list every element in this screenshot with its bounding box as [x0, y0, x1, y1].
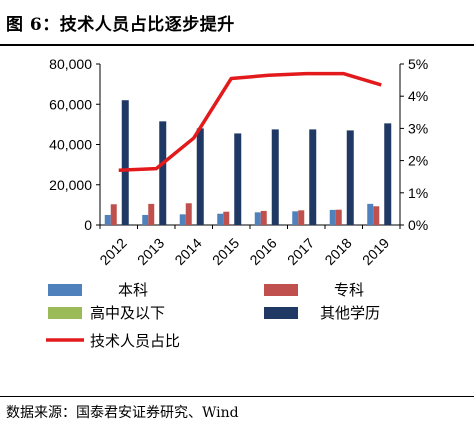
x-tick-label: 2016	[246, 235, 279, 268]
bar-other	[309, 129, 317, 225]
x-tick-label: 2017	[284, 235, 317, 268]
x-tick-label: 2014	[171, 235, 204, 268]
title-rule	[0, 44, 474, 46]
y-right-tick-label: 2%	[408, 153, 428, 169]
legend-item-other-label: 其他学历	[320, 304, 380, 322]
legend-item-bachelor-label: 本科	[118, 281, 148, 299]
legend-item-bachelor-swatch	[48, 284, 82, 296]
chart: 0 20,000 40,000 60,000 80,000 0% 1% 2% 3% 4% 5% 201…	[46, 56, 428, 350]
y-left-tick-label: 40,000	[49, 137, 92, 153]
source-rule	[0, 396, 474, 397]
y-left-tick-label: 60,000	[49, 96, 92, 112]
y-right-tick-label: 3%	[408, 120, 428, 136]
x-tick-label: 2018	[321, 235, 354, 268]
x-tick-label: 2015	[209, 235, 242, 268]
bar-college	[185, 203, 192, 225]
bar-other	[271, 129, 279, 225]
bar-college	[260, 210, 267, 225]
y-left-tick-label: 0	[84, 217, 92, 233]
legend-item-other-swatch	[264, 307, 298, 319]
figure-title: 图 6：技术人员占比逐步提升	[6, 15, 235, 35]
legend-item-ratio-label: 技术人员占比	[90, 332, 180, 350]
bar-bachelor	[292, 211, 299, 225]
legend-item-highschool-swatch	[48, 307, 82, 319]
bar-bachelor	[217, 213, 224, 225]
bar-college	[223, 211, 230, 225]
y-left-tick-label: 20,000	[49, 177, 92, 193]
bar-other	[196, 128, 204, 225]
bar-college	[335, 209, 342, 225]
bar-bachelor	[254, 212, 261, 225]
bar-other	[121, 100, 129, 225]
bar-other	[384, 123, 392, 225]
bar-bachelor	[104, 214, 111, 225]
y-right-tick-label: 5%	[408, 56, 428, 72]
bar-bachelor	[367, 203, 374, 225]
x-tick-label: 2013	[134, 235, 167, 268]
y-left-tick-label: 80,000	[49, 56, 92, 72]
y-right-tick-label: 0%	[408, 217, 428, 233]
bar-other	[234, 133, 242, 225]
source-note: 数据来源：国泰君安证券研究、Wind	[6, 405, 239, 421]
bar-other	[346, 130, 354, 225]
bar-college	[110, 204, 117, 225]
x-tick-label: 2019	[359, 235, 392, 268]
legend-item-highschool-label: 高中及以下	[90, 304, 165, 322]
bar-other	[159, 121, 167, 225]
y-right-tick-label: 1%	[408, 185, 428, 201]
line-tech-staff-ratio	[118, 71, 382, 173]
bar-college	[148, 203, 155, 225]
x-tick-label: 2012	[96, 235, 129, 268]
y-right-tick-label: 4%	[408, 88, 428, 104]
bar-bachelor	[179, 214, 186, 225]
bar-college	[298, 210, 305, 225]
legend-item-college-label: 专科	[334, 281, 364, 299]
bar-college	[373, 206, 380, 225]
legend-item-college-swatch	[264, 284, 298, 296]
bar-bachelor	[329, 209, 336, 225]
bar-bachelor	[142, 214, 149, 225]
